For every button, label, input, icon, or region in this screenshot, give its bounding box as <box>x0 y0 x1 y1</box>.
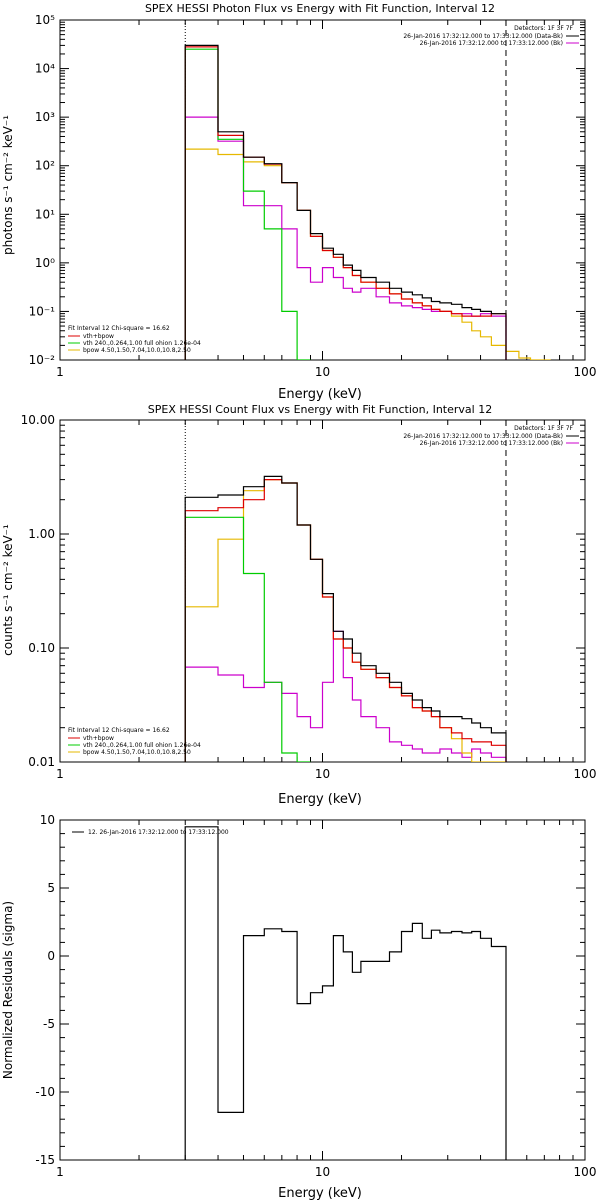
series-group <box>184 475 507 762</box>
y-tick-label: 5 <box>47 881 55 895</box>
legend-fit-header: Fit Interval 12 Chi-square = 16.62 <box>68 727 170 734</box>
y-axis-label: Normalized Residuals (sigma) <box>1 901 15 1079</box>
x-tick-label: 100 <box>574 1165 597 1179</box>
legend-left-text: vth 240.,0.264,1.00 full ohion 1.26e-04 <box>83 742 201 749</box>
y-tick-label: 10⁴ <box>35 62 55 76</box>
series-vth-line <box>184 48 311 360</box>
x-tick-label: 10 <box>315 1165 330 1179</box>
series-total-line <box>184 479 507 762</box>
x-tick-label: 10 <box>315 365 330 379</box>
x-tick-label: 10 <box>315 767 330 781</box>
y-tick-label: 1.00 <box>28 527 55 541</box>
legend-left-text: bpow 4.50,1.50,7.04,10.0,10.8,2.50 <box>83 347 191 354</box>
x-tick-label: 1 <box>56 1165 64 1179</box>
series-total-line <box>184 46 507 360</box>
y-tick-label: 10³ <box>35 110 55 124</box>
legend-text: 12. 26-Jan-2016 17:32:12.000 to 17:33:12… <box>88 829 229 836</box>
y-tick-label: -10 <box>35 1085 55 1099</box>
x-axis-label: Energy (keV) <box>278 1186 362 1200</box>
y-tick-label: 10² <box>35 159 55 173</box>
legend-detectors: Detectors: 1F 3F 7F <box>514 25 573 32</box>
y-tick-label: 0.10 <box>28 641 55 655</box>
series-bkg-line <box>184 630 507 762</box>
legend-left-text: vth+bpow <box>83 735 114 742</box>
series-bpow-line <box>184 148 551 360</box>
x-axis-label: Energy (keV) <box>278 387 362 402</box>
y-tick-label: 0.01 <box>28 755 55 769</box>
series-data-line <box>184 475 507 762</box>
panel-title: SPEX HESSI Count Flux vs Energy with Fit… <box>148 403 492 416</box>
y-tick-label: 10⁵ <box>35 13 55 27</box>
legend-right-text: 26-Jan-2016 17:32:12.000 to 17:33:12.000… <box>420 440 563 447</box>
legend-left-text: vth 240.,0.264,1.00 full ohion 1.26e-04 <box>83 340 201 347</box>
series-vth-line <box>184 516 311 762</box>
legend-detectors: Detectors: 1F 3F 7F <box>514 425 573 432</box>
x-tick-label: 100 <box>574 767 597 781</box>
legend-right-text: 26-Jan-2016 17:32:12.000 to 17:33:12.000… <box>403 33 563 40</box>
x-tick-label: 1 <box>56 767 64 781</box>
y-tick-label: 10 <box>40 813 55 827</box>
series-bpow-line <box>184 479 506 762</box>
legend-fit-header: Fit Interval 12 Chi-square = 16.62 <box>68 325 170 332</box>
y-tick-label: 10¹ <box>35 207 55 221</box>
x-tick-label: 1 <box>56 365 64 379</box>
legend-right-text: 26-Jan-2016 17:32:12.000 to 17:33:12.000… <box>403 433 563 440</box>
legend-left-text: vth+bpow <box>83 333 114 340</box>
series-group <box>184 826 507 1160</box>
series-data-line <box>184 44 507 360</box>
x-axis-label: Energy (keV) <box>278 792 362 807</box>
series-group <box>184 44 551 360</box>
y-tick-label: 10⁰ <box>35 256 55 270</box>
y-axis-label: photons s⁻¹ cm⁻² keV⁻¹ <box>1 115 15 255</box>
legend-right-text: 26-Jan-2016 17:32:12.000 to 17:33:12.000… <box>420 40 563 47</box>
y-tick-label: 10.00 <box>21 413 55 427</box>
panel-title: SPEX HESSI Photon Flux vs Energy with Fi… <box>145 2 495 15</box>
residuals-panel: Energy (keV) Normalized Residuals (sigma… <box>1 813 596 1200</box>
legend-left-text: bpow 4.50,1.50,7.04,10.0,10.8,2.50 <box>83 749 191 756</box>
series-data-line <box>184 826 507 1160</box>
count-flux-panel: SPEX HESSI Count Flux vs Energy with Fit… <box>1 403 596 807</box>
y-tick-label: -15 <box>35 1153 55 1167</box>
y-tick-label: 10⁻¹ <box>29 304 56 318</box>
y-axis-label: counts s⁻¹ cm⁻² keV⁻¹ <box>1 524 15 656</box>
y-tick-label: 0 <box>47 949 55 963</box>
photon-flux-panel: SPEX HESSI Photon Flux vs Energy with Fi… <box>1 2 596 402</box>
x-tick-label: 100 <box>574 365 597 379</box>
y-tick-label: -5 <box>43 1017 55 1031</box>
y-tick-label: 10⁻² <box>29 353 56 367</box>
series-bkg-line <box>184 116 507 360</box>
